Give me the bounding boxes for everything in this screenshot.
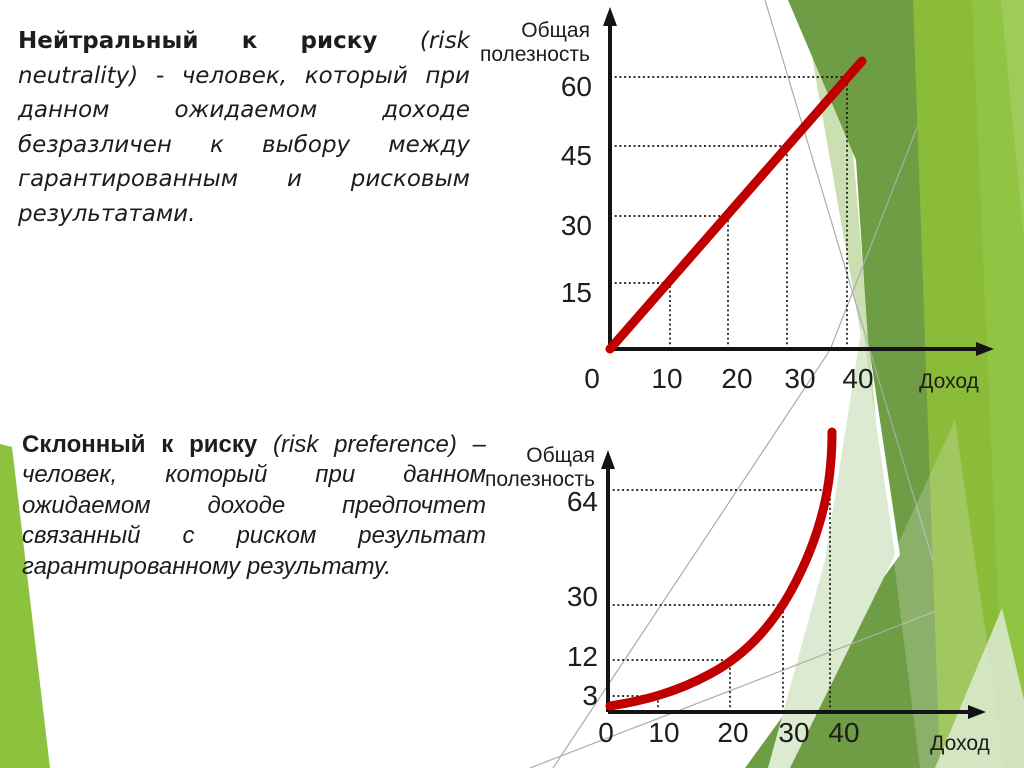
y-tick-label: 12 [567, 641, 598, 672]
x-axis-arrow [968, 705, 986, 719]
x-tick-label: 0 [598, 717, 614, 748]
y-axis-arrow [601, 450, 615, 469]
x-axis-arrow [976, 342, 994, 356]
utility-curve [605, 56, 867, 354]
x-axis-title: Доход [919, 370, 979, 393]
x-axis-title: Доход [930, 732, 990, 755]
deco-pale-corner [935, 608, 1024, 768]
y-axis-title: полезность [480, 43, 590, 66]
y-tick-label: 30 [561, 210, 592, 241]
x-tick-label: 40 [842, 363, 873, 394]
y-axis-title: полезность [485, 468, 595, 491]
y-tick-label: 3 [582, 680, 598, 711]
y-axis-arrow [603, 7, 617, 26]
y-tick-label: 60 [561, 71, 592, 102]
x-tick-label: 30 [778, 717, 809, 748]
x-tick-label: 0 [584, 363, 600, 394]
x-tick-label: 10 [651, 363, 682, 394]
deco-pale-chevron [768, 325, 895, 768]
deco-left-wedge [0, 444, 50, 768]
y-tick-label: 45 [561, 140, 592, 171]
risk-preference-definition: Склонный к риску (risk preference) – чел… [22, 430, 486, 582]
x-tick-label: 40 [828, 717, 859, 748]
risk-preference-term: Склонный к риску [22, 431, 258, 458]
utility-curve [605, 427, 837, 711]
y-axis-title: Общая [521, 19, 590, 42]
x-tick-label: 10 [648, 717, 679, 748]
y-tick-label: 64 [567, 486, 598, 517]
y-axis-title: Общая [526, 444, 595, 467]
deco-green-bright-edge [972, 0, 1024, 768]
risk-preference-text: (risk preference) – человек, который при… [22, 431, 486, 580]
deco-corner-highlight [1001, 0, 1024, 240]
risk-neutrality-term: Нейтральный к риску [18, 28, 378, 54]
risk-neutrality-definition: Нейтральный к риску (risk neutrality) - … [18, 24, 470, 231]
risk-neutrality-text: (risk neutrality) - человек, который при… [18, 28, 470, 227]
x-tick-label: 20 [717, 717, 748, 748]
x-tick-label: 20 [721, 363, 752, 394]
y-tick-label: 30 [567, 581, 598, 612]
deco-green-main [745, 0, 948, 768]
y-tick-label: 15 [561, 277, 592, 308]
x-tick-label: 30 [784, 363, 815, 394]
